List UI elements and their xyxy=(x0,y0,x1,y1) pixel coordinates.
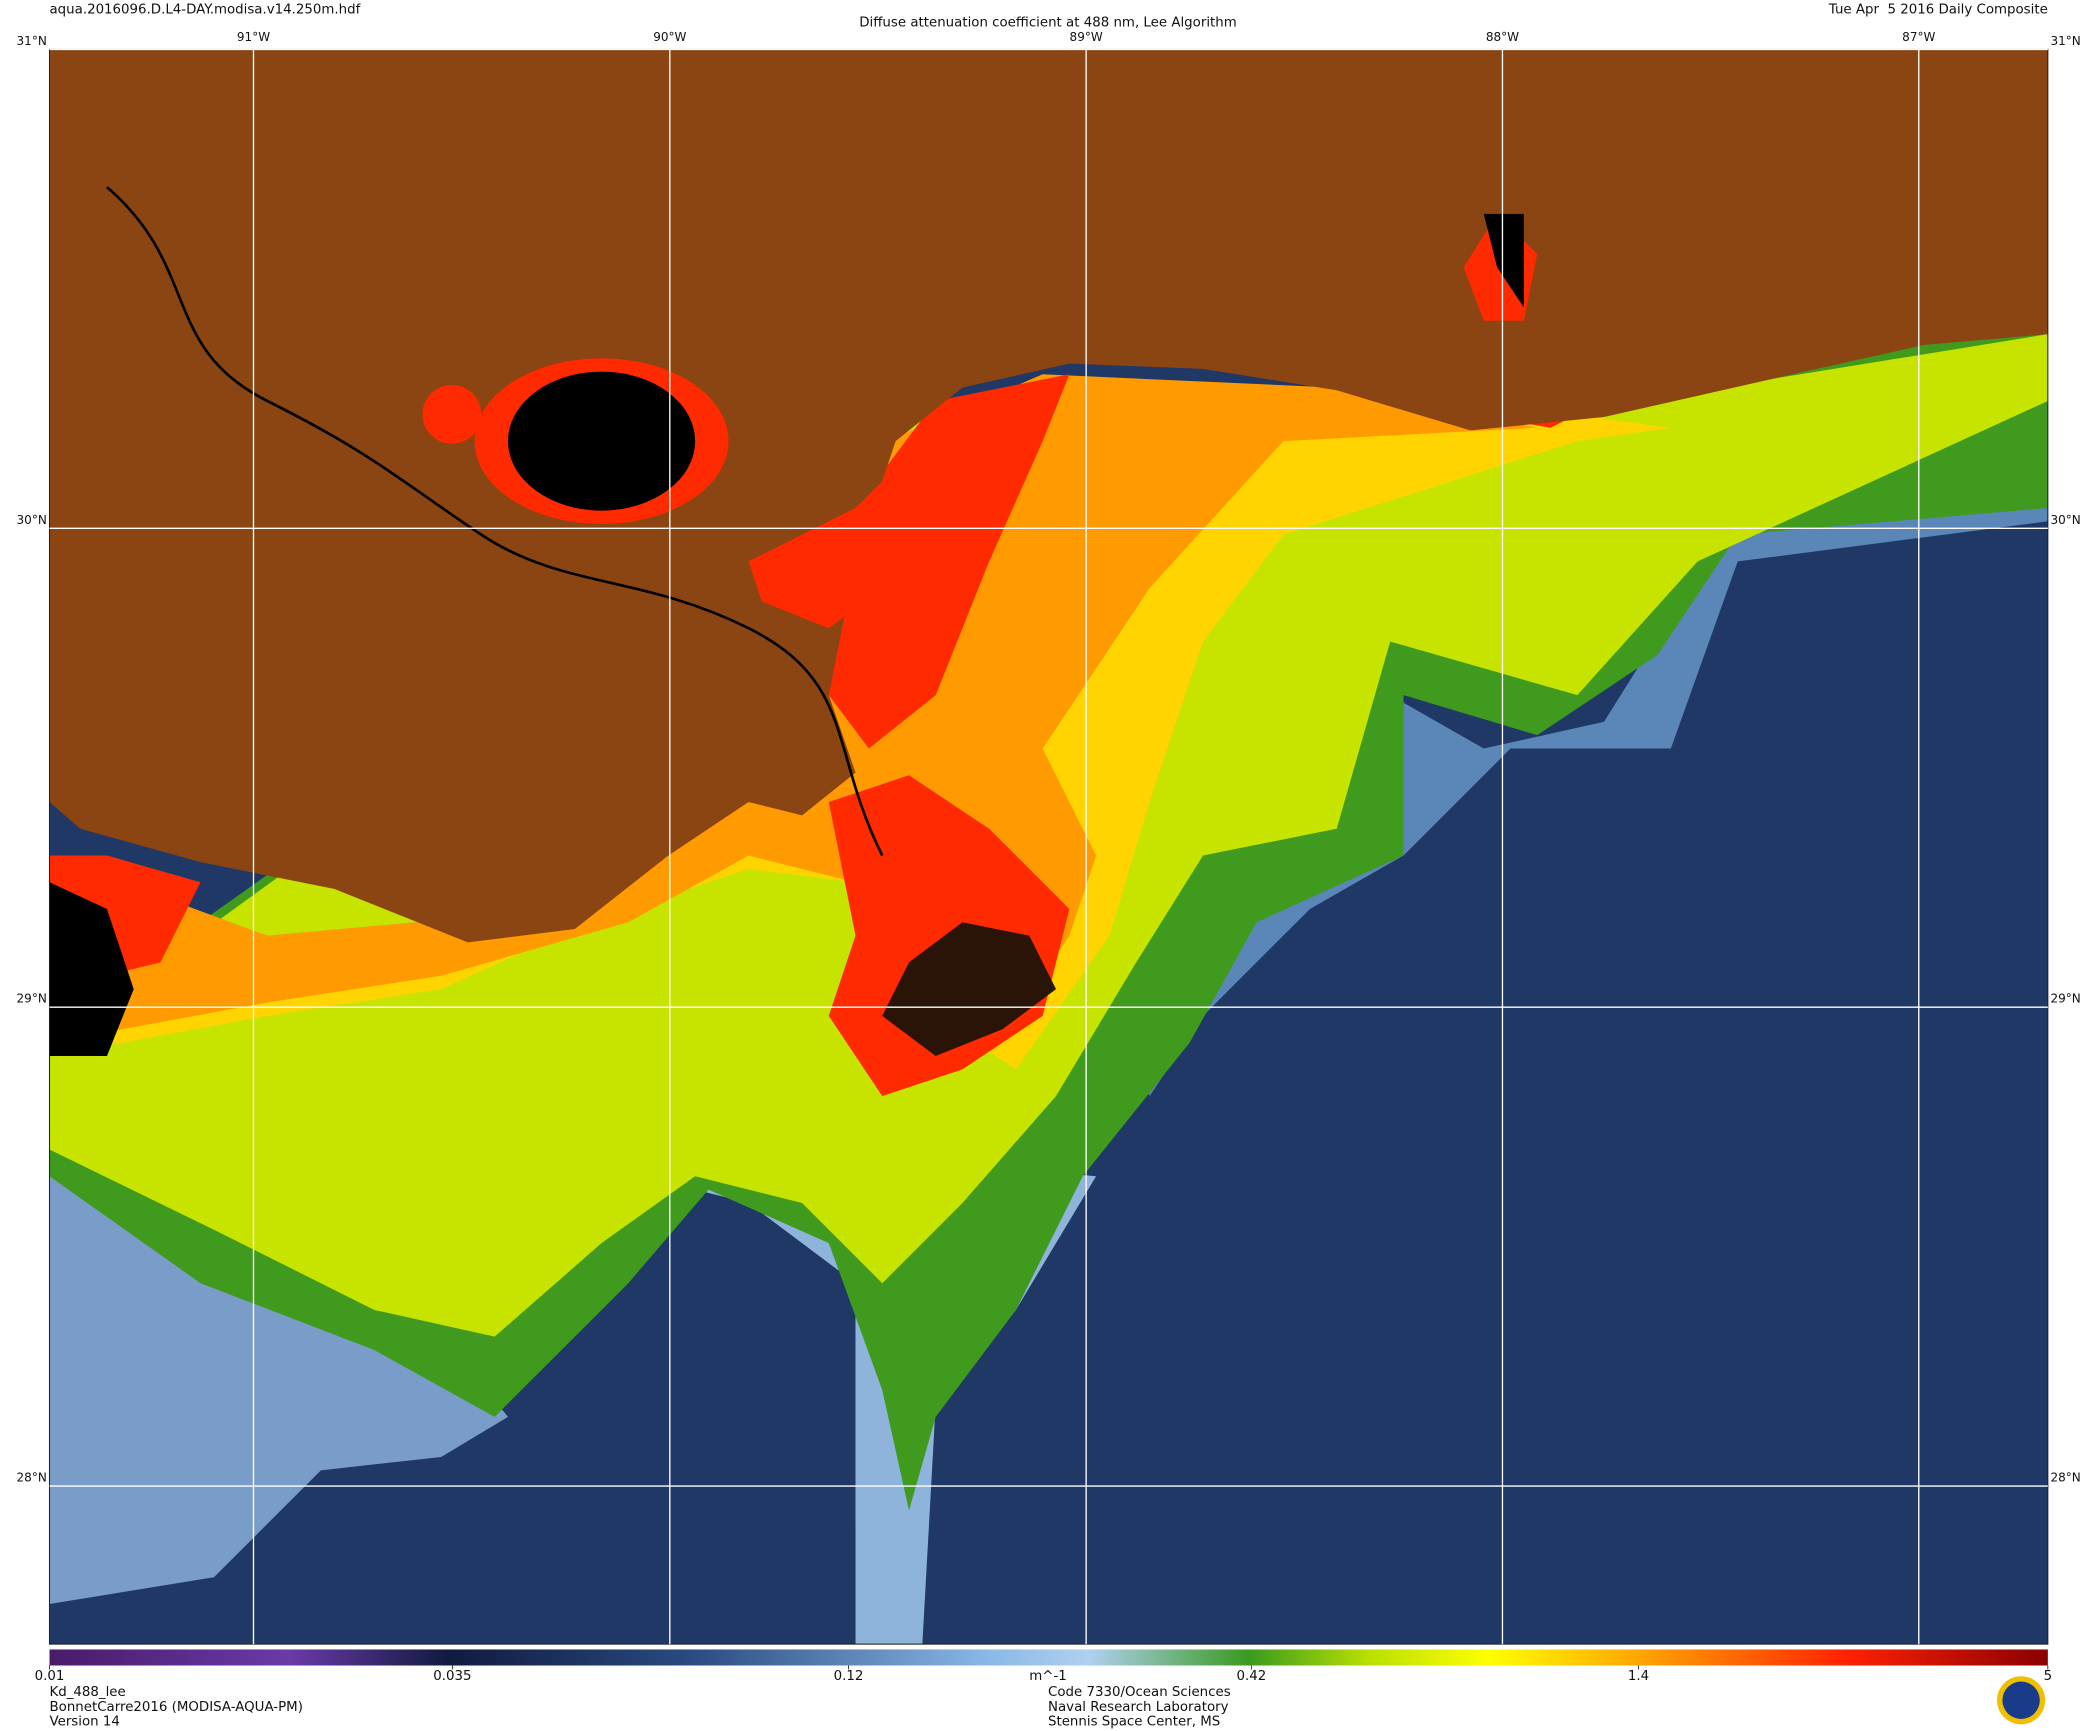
lon-label: 87°W xyxy=(1902,30,1935,44)
river xyxy=(106,186,884,857)
date-label: Tue Apr 5 2016 Daily Composite xyxy=(1828,2,2048,17)
lat-label: 31°N xyxy=(2051,34,2081,48)
delta-land xyxy=(882,922,1057,1056)
lake-maurepas xyxy=(422,384,482,444)
org-line: Code 7330/Ocean Sciences xyxy=(1048,1685,1231,1700)
colorbar-unit: m^-1 xyxy=(1029,1669,1067,1684)
logo xyxy=(1997,1676,2046,1725)
lat-label: 29°N xyxy=(17,992,47,1006)
dark-area xyxy=(49,882,134,1056)
lat-label: 28°N xyxy=(17,1471,47,1485)
colorbar-tick-label: 0.42 xyxy=(1236,1669,1266,1684)
lat-label: 28°N xyxy=(2051,1471,2081,1485)
map-title: Diffuse attenuation coefficient at 488 n… xyxy=(859,16,1237,31)
lat-label: 30°N xyxy=(2051,513,2081,527)
map-image xyxy=(49,49,2048,1645)
logo-center xyxy=(2002,1681,2040,1719)
mobile-bay-upper xyxy=(1483,213,1524,308)
land xyxy=(49,49,2048,943)
lat-label: 29°N xyxy=(2051,992,2081,1006)
lat-label: 31°N xyxy=(17,34,47,48)
lon-label: 88°W xyxy=(1486,30,1519,44)
colorbar-tick-label: 0.01 xyxy=(35,1669,65,1684)
lon-label: 90°W xyxy=(653,30,686,44)
colorbar-tick-label: 0.12 xyxy=(834,1669,864,1684)
file-name: aqua.2016096.D.L4-DAY.modisa.v14.250m.hd… xyxy=(50,2,361,17)
red-water xyxy=(748,387,1016,629)
colorbar-tick-label: 5 xyxy=(2044,1669,2053,1684)
lat-label: 30°N xyxy=(17,513,47,527)
colorbar-tick-label: 1.4 xyxy=(1628,1669,1649,1684)
lon-label: 89°W xyxy=(1070,30,1103,44)
dataset-name: BonnetCarre2016 (MODISA-AQUA-PM) xyxy=(50,1700,303,1715)
colorbar xyxy=(49,1649,2048,1666)
lon-label: 91°W xyxy=(237,30,270,44)
version-label: Version 14 xyxy=(50,1715,120,1730)
red-water xyxy=(49,200,1899,1097)
product-name: Kd_488_lee xyxy=(50,1685,126,1700)
colorbar-tick-label: 0.035 xyxy=(433,1669,471,1684)
org-line: Stennis Space Center, MS xyxy=(1048,1715,1220,1730)
org-line: Naval Research Laboratory xyxy=(1048,1700,1229,1715)
lake-pontchartrain-core xyxy=(507,371,696,511)
